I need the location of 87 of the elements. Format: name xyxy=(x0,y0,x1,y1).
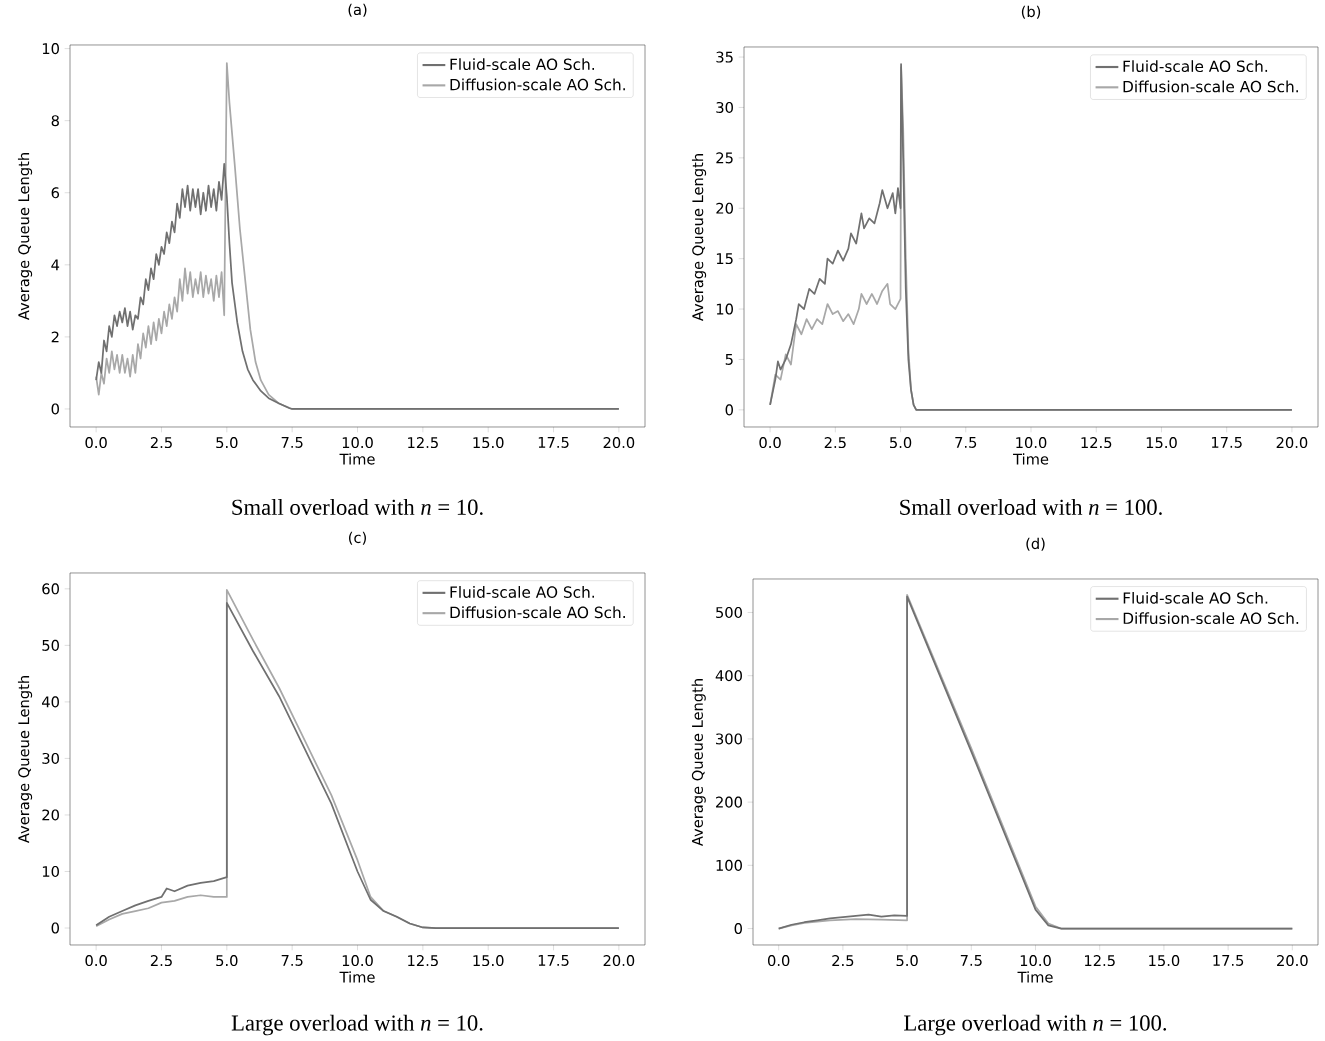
text: Large overload with n = 10. xyxy=(231,1014,483,1036)
y-tick-label: 100 xyxy=(716,859,742,871)
y-tick-label: 4 xyxy=(51,259,60,271)
legend-label: Fluid-scale AO Sch. xyxy=(1123,591,1268,604)
x-tick-label: 17.5 xyxy=(1213,955,1244,966)
x-tick-label: 7.5 xyxy=(960,955,982,966)
x-tick-label: 12.5 xyxy=(408,955,438,967)
text: Small overload with n = 100. xyxy=(900,498,1162,515)
y-tick-label: 30 xyxy=(42,752,59,764)
y-tick-label: 10 xyxy=(42,43,59,55)
x-tick-label: 5.0 xyxy=(896,955,918,967)
x-tick-label: 15.0 xyxy=(1149,955,1180,967)
x-tick-label: 0.0 xyxy=(759,437,781,449)
x-tick-label: 17.5 xyxy=(538,955,569,966)
legend-label: Diffusion-scale AO Sch. xyxy=(450,78,625,91)
chart-title: (b) xyxy=(1021,5,1041,19)
chart-title: (a) xyxy=(348,3,367,17)
legend-label: Fluid-scale AO Sch. xyxy=(1123,60,1268,73)
y-axis-title: Average Queue Length xyxy=(17,676,33,844)
chart-title: (c) xyxy=(349,531,366,545)
legend-label: Fluid-scale AO Sch. xyxy=(450,586,595,598)
text: Large overload with n = 100. xyxy=(904,1014,1167,1036)
x-tick-label: 0.0 xyxy=(767,955,790,967)
x-tick-label: 10.0 xyxy=(1016,437,1047,449)
x-tick-label: 20.0 xyxy=(603,955,635,967)
x-tick-label: 12.5 xyxy=(1081,437,1112,449)
chart-title: (d) xyxy=(1026,537,1045,551)
y-axis-title: Average Queue Length xyxy=(17,153,33,321)
x-tick-label: 5.0 xyxy=(216,437,238,449)
y-axis-title: Average Queue Length xyxy=(691,154,707,322)
x-tick-label: 0.0 xyxy=(85,955,107,967)
text: Small overload with n = 10. xyxy=(232,498,483,515)
x-tick-label: 20.0 xyxy=(603,437,635,449)
x-tick-label: 10.0 xyxy=(1020,955,1051,967)
y-tick-label: 200 xyxy=(716,796,742,808)
legend-label: Fluid-scale AO Sch. xyxy=(450,58,595,71)
x-tick-label: 12.5 xyxy=(1084,955,1115,967)
x-tick-label: 2.5 xyxy=(832,955,854,967)
x-tick-label: 5.0 xyxy=(890,437,912,449)
y-tick-label: 0 xyxy=(51,922,59,934)
y-tick-label: 0 xyxy=(725,404,733,416)
legend-label: Diffusion-scale AO Sch. xyxy=(450,606,625,619)
x-tick-label: 20.0 xyxy=(1276,437,1308,449)
x-axis-title: Time xyxy=(339,453,375,465)
x-tick-label: 7.5 xyxy=(955,437,977,448)
x-tick-label: 15.0 xyxy=(473,437,504,449)
x-tick-label: 12.5 xyxy=(408,437,438,449)
y-tick-label: 60 xyxy=(42,583,59,595)
x-tick-label: 0.0 xyxy=(85,437,107,449)
y-tick-label: 50 xyxy=(42,639,59,651)
y-tick-label: 40 xyxy=(42,696,59,708)
x-tick-label: 2.5 xyxy=(824,437,846,449)
x-tick-label: 15.0 xyxy=(473,955,504,967)
y-tick-label: 500 xyxy=(716,606,742,619)
y-tick-label: 8 xyxy=(51,115,59,127)
y-tick-label: 35 xyxy=(716,51,733,63)
y-tick-label: 20 xyxy=(716,202,733,214)
y-tick-label: 400 xyxy=(715,670,742,682)
x-tick-label: 10.0 xyxy=(342,437,373,449)
y-tick-label: 5 xyxy=(725,354,733,365)
x-tick-label: 17.5 xyxy=(1211,437,1242,448)
y-tick-label: 20 xyxy=(42,809,59,821)
x-tick-label: 7.5 xyxy=(281,437,303,448)
x-axis-title: Time xyxy=(1017,971,1053,983)
y-tick-label: 0 xyxy=(734,923,742,935)
x-tick-label: 2.5 xyxy=(150,955,172,967)
y-tick-label: 2 xyxy=(51,331,59,343)
x-tick-label: 2.5 xyxy=(150,437,172,449)
x-tick-label: 15.0 xyxy=(1146,437,1177,449)
y-tick-label: 6 xyxy=(51,187,60,199)
x-tick-label: 7.5 xyxy=(281,955,303,966)
x-tick-label: 10.0 xyxy=(342,955,373,967)
y-tick-label: 10 xyxy=(716,303,733,315)
y-tick-label: 300 xyxy=(716,733,742,745)
x-tick-label: 20.0 xyxy=(1277,955,1308,967)
x-axis-title: Time xyxy=(1013,453,1049,465)
y-tick-label: 25 xyxy=(716,152,733,164)
y-tick-label: 30 xyxy=(716,101,733,114)
x-axis-title: Time xyxy=(339,971,375,983)
x-tick-label: 17.5 xyxy=(538,437,569,448)
y-tick-label: 10 xyxy=(42,865,59,878)
legend-label: Diffusion-scale AO Sch. xyxy=(1123,612,1299,625)
y-tick-label: 15 xyxy=(716,253,733,265)
x-tick-label: 5.0 xyxy=(216,955,238,967)
legend-label: Diffusion-scale AO Sch. xyxy=(1123,80,1298,93)
y-axis-title: Average Queue Length xyxy=(691,679,706,847)
y-tick-label: 0 xyxy=(51,403,59,415)
